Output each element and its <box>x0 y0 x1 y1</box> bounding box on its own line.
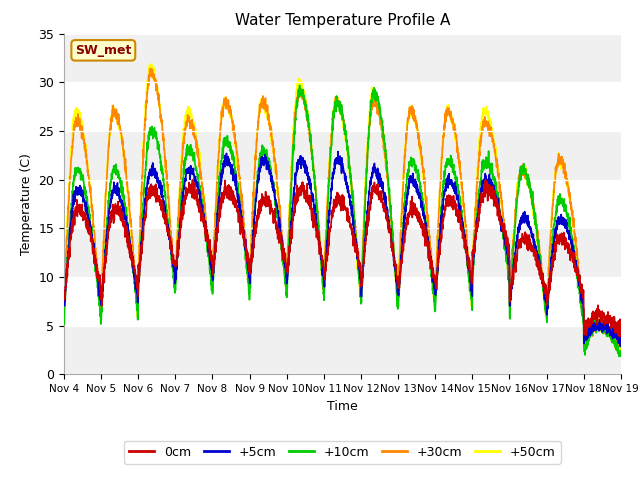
Bar <box>64 228 621 277</box>
Bar <box>64 180 621 228</box>
Bar <box>64 34 621 82</box>
Bar <box>64 277 621 326</box>
Text: SW_met: SW_met <box>75 44 131 57</box>
X-axis label: Time: Time <box>327 400 358 413</box>
Bar <box>64 131 621 180</box>
Bar <box>64 82 621 131</box>
Title: Water Temperature Profile A: Water Temperature Profile A <box>235 13 450 28</box>
Y-axis label: Temperature (C): Temperature (C) <box>20 153 33 255</box>
Legend: 0cm, +5cm, +10cm, +30cm, +50cm: 0cm, +5cm, +10cm, +30cm, +50cm <box>124 441 561 464</box>
Bar <box>64 326 621 374</box>
